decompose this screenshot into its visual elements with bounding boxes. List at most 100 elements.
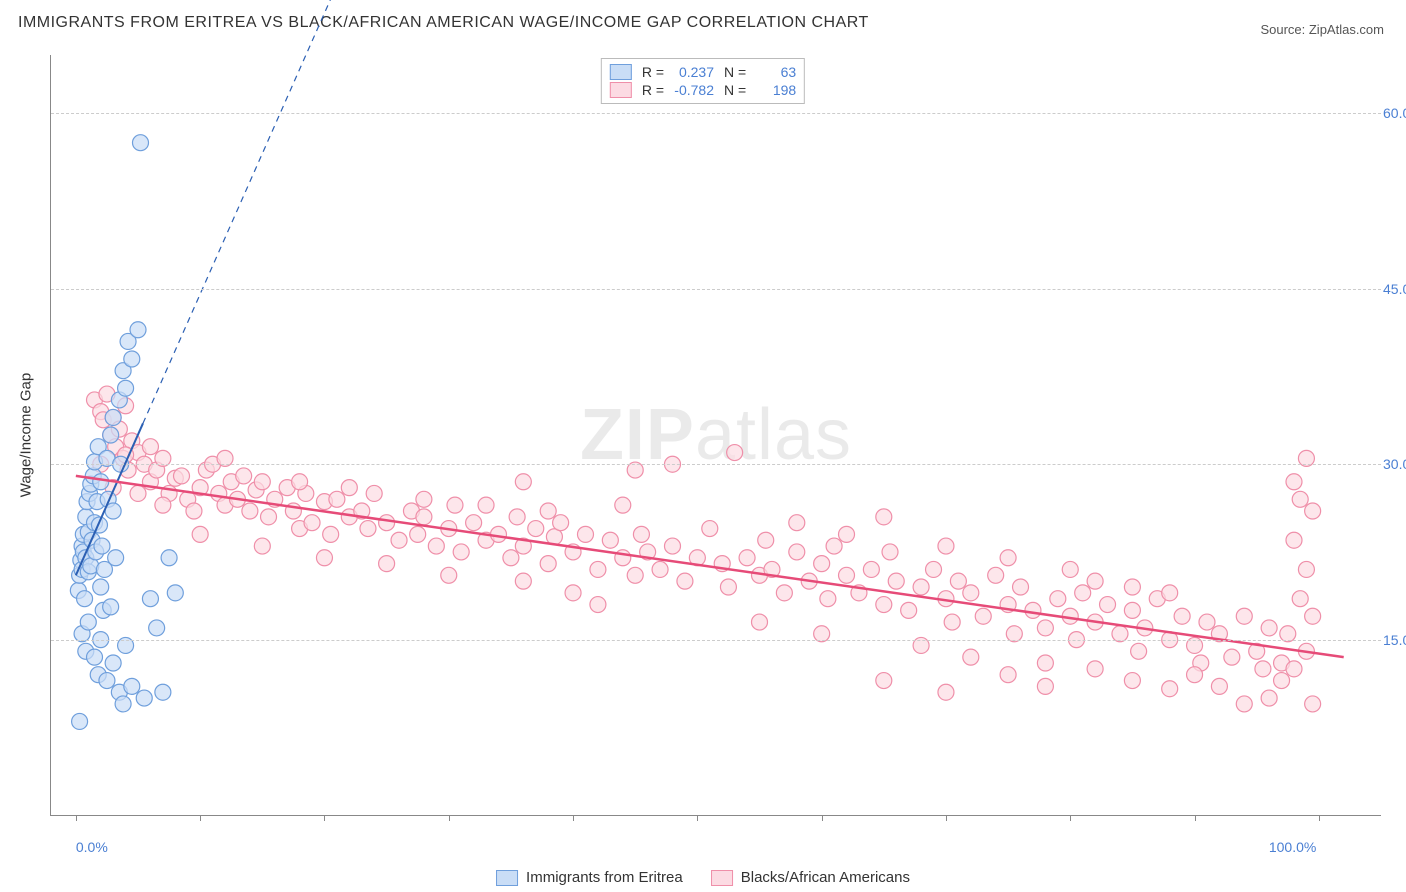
data-point [1162, 585, 1178, 601]
data-point [876, 597, 892, 613]
data-point [739, 550, 755, 566]
x-tick-mark [449, 815, 450, 821]
data-point [1286, 532, 1302, 548]
data-point [1211, 678, 1227, 694]
data-point [1292, 491, 1308, 507]
data-point [130, 485, 146, 501]
x-tick-mark [1319, 815, 1320, 821]
data-point [379, 515, 395, 531]
stats-legend-box: R = 0.237 N = 63 R = -0.782 N = 198 [601, 58, 805, 104]
data-point [515, 474, 531, 490]
data-point [304, 515, 320, 531]
data-point [1062, 561, 1078, 577]
data-point [254, 474, 270, 490]
data-point [77, 591, 93, 607]
chart-title: IMMIGRANTS FROM ERITREA VS BLACK/AFRICAN… [18, 14, 869, 32]
scatter-svg [51, 55, 1381, 815]
data-point [876, 509, 892, 525]
data-point [540, 556, 556, 572]
data-point [341, 480, 357, 496]
data-point [441, 567, 457, 583]
data-point [944, 614, 960, 630]
data-point [236, 468, 252, 484]
data-point [99, 673, 115, 689]
data-point [1255, 661, 1271, 677]
source-label: Source: [1260, 22, 1308, 37]
legend-item-black: Blacks/African Americans [711, 869, 910, 886]
data-point [478, 497, 494, 513]
data-point [115, 696, 131, 712]
data-point [963, 585, 979, 601]
y-tick-label: 60.0% [1383, 105, 1406, 121]
data-point [124, 678, 140, 694]
data-point [1087, 661, 1103, 677]
data-point [901, 602, 917, 618]
data-point [1236, 608, 1252, 624]
data-point [1305, 608, 1321, 624]
data-point [174, 468, 190, 484]
r-value-black: -0.782 [670, 82, 714, 98]
chart-container: IMMIGRANTS FROM ERITREA VS BLACK/AFRICAN… [0, 0, 1406, 892]
stats-row-black: R = -0.782 N = 198 [610, 81, 796, 99]
data-point [1050, 591, 1066, 607]
data-point [913, 579, 929, 595]
y-tick-label: 30.0% [1383, 456, 1406, 472]
data-point [882, 544, 898, 560]
data-point [702, 521, 718, 537]
data-point [664, 538, 680, 554]
data-point [1037, 655, 1053, 671]
data-point [1305, 503, 1321, 519]
data-point [1298, 561, 1314, 577]
data-point [1037, 620, 1053, 636]
data-point [142, 591, 158, 607]
data-point [963, 649, 979, 665]
data-point [975, 608, 991, 624]
x-tick-label: 0.0% [76, 839, 108, 855]
data-point [1274, 673, 1290, 689]
x-tick-mark [573, 815, 574, 821]
data-point [1075, 585, 1091, 601]
x-tick-mark [324, 815, 325, 821]
data-point [416, 509, 432, 525]
data-point [105, 409, 121, 425]
data-point [254, 538, 270, 554]
grid-line [51, 113, 1381, 114]
grid-line [51, 464, 1381, 465]
data-point [1224, 649, 1240, 665]
data-point [105, 655, 121, 671]
data-point [820, 591, 836, 607]
data-point [1013, 579, 1029, 595]
data-point [950, 573, 966, 589]
x-tick-mark [697, 815, 698, 821]
data-point [1261, 620, 1277, 636]
data-point [826, 538, 842, 554]
data-point [1131, 643, 1147, 659]
legend-label-eritrea: Immigrants from Eritrea [526, 869, 683, 886]
data-point [323, 526, 339, 542]
data-point [132, 135, 148, 151]
r-label: R = [642, 64, 664, 80]
data-point [1292, 591, 1308, 607]
data-point [1174, 608, 1190, 624]
data-point [752, 614, 768, 630]
data-point [155, 497, 171, 513]
data-point [814, 556, 830, 572]
data-point [633, 526, 649, 542]
data-point [839, 567, 855, 583]
data-point [161, 550, 177, 566]
data-point [292, 474, 308, 490]
data-point [103, 599, 119, 615]
grid-line [51, 640, 1381, 641]
n-value-eritrea: 63 [752, 64, 796, 80]
data-point [503, 550, 519, 566]
data-point [416, 491, 432, 507]
data-point [863, 561, 879, 577]
data-point [758, 532, 774, 548]
data-point [366, 485, 382, 501]
data-point [1261, 690, 1277, 706]
r-value-eritrea: 0.237 [670, 64, 714, 80]
data-point [1124, 602, 1140, 618]
data-point [261, 509, 277, 525]
data-point [103, 427, 119, 443]
data-point [410, 526, 426, 542]
